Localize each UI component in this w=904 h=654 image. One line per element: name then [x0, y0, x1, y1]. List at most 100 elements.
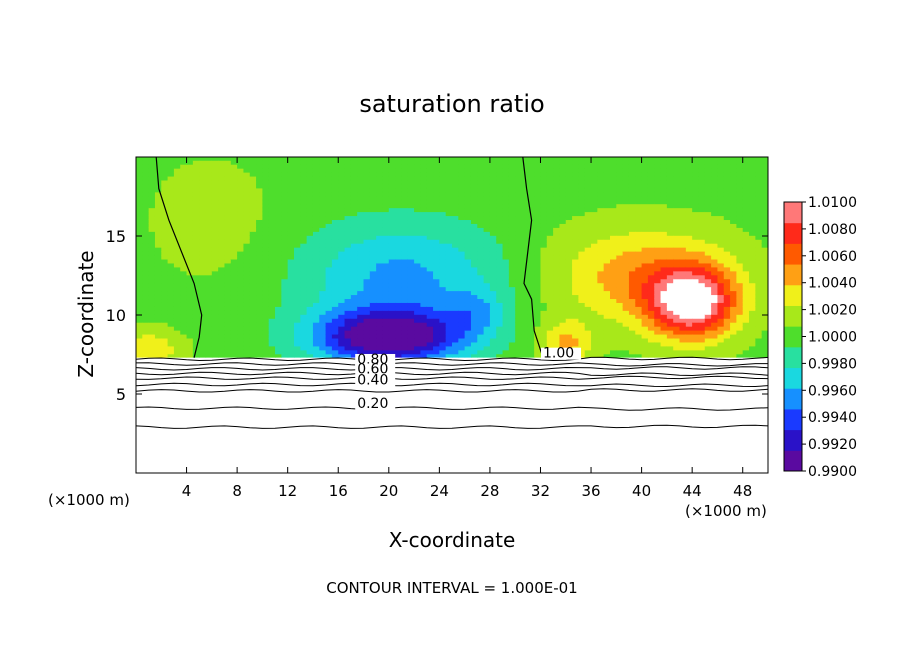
- field-cell: [660, 258, 668, 264]
- field-cell: [742, 330, 750, 335]
- field-cell: [319, 262, 327, 268]
- field-cell: [344, 310, 352, 315]
- field-cell: [199, 191, 207, 197]
- field-cell: [736, 160, 744, 165]
- field-cell: [243, 345, 251, 351]
- field-cell: [464, 353, 472, 358]
- field-cell: [723, 160, 731, 165]
- field-cell: [142, 219, 150, 224]
- field-cell: [723, 157, 731, 161]
- field-cell: [464, 262, 472, 268]
- field-cell: [426, 337, 434, 343]
- field-cell: [616, 157, 624, 161]
- field-cell: [553, 290, 561, 296]
- field-cell: [161, 211, 169, 217]
- field-cell: [186, 203, 194, 209]
- field-cell: [300, 164, 308, 169]
- field-cell: [527, 314, 535, 319]
- field-cell: [597, 290, 605, 296]
- field-cell: [243, 326, 251, 331]
- field-cell: [237, 227, 245, 232]
- field-cell: [300, 235, 308, 240]
- field-cell: [692, 337, 700, 343]
- field-cell: [325, 203, 333, 209]
- field-cell: [395, 168, 403, 173]
- field-cell: [344, 254, 352, 260]
- field-cell: [578, 330, 586, 335]
- field-cell: [142, 179, 150, 185]
- field-cell: [154, 215, 162, 221]
- field-cell: [654, 231, 662, 236]
- field-cell: [616, 330, 624, 335]
- field-cell: [312, 282, 320, 288]
- field-cell: [256, 191, 263, 197]
- field-cell: [616, 274, 624, 280]
- field-cell: [407, 322, 415, 327]
- field-cell: [483, 337, 491, 343]
- field-cell: [268, 337, 276, 343]
- field-cell: [388, 262, 396, 268]
- field-cell: [635, 207, 643, 213]
- field-cell: [483, 349, 491, 355]
- field-cell: [749, 187, 756, 193]
- field-cell: [647, 337, 655, 343]
- field-cell: [211, 254, 219, 260]
- field-cell: [167, 290, 175, 296]
- field-cell: [363, 258, 371, 264]
- field-cell: [666, 294, 674, 300]
- field-cell: [641, 262, 649, 268]
- field-cell: [534, 211, 542, 217]
- field-cell: [578, 231, 586, 236]
- field-cell: [698, 157, 706, 161]
- field-cell: [205, 191, 213, 197]
- field-cell: [565, 274, 573, 280]
- field-cell: [540, 160, 548, 165]
- field-cell: [148, 349, 156, 355]
- field-cell: [711, 239, 719, 244]
- field-cell: [300, 330, 308, 335]
- field-cell: [237, 172, 245, 177]
- field-cell: [154, 282, 162, 288]
- field-cell: [180, 302, 188, 307]
- field-cell: [294, 278, 301, 284]
- field-cell: [458, 258, 466, 264]
- field-cell: [470, 199, 478, 205]
- field-cell: [597, 310, 605, 315]
- field-cell: [148, 191, 156, 197]
- field-cell: [736, 164, 744, 169]
- field-cell: [268, 219, 276, 224]
- field-cell: [312, 278, 320, 284]
- field-cell: [243, 215, 251, 221]
- field-cell: [414, 254, 421, 260]
- field-cell: [540, 239, 548, 244]
- field-cell: [521, 211, 529, 217]
- field-cell: [281, 191, 289, 197]
- field-cell: [224, 160, 232, 165]
- field-cell: [211, 243, 219, 248]
- field-cell: [717, 239, 725, 244]
- field-cell: [603, 341, 611, 347]
- field-cell: [407, 258, 415, 264]
- field-cell: [603, 333, 611, 339]
- field-cell: [730, 337, 737, 343]
- field-cell: [357, 231, 365, 236]
- field-cell: [224, 333, 232, 339]
- field-cell: [388, 199, 396, 205]
- field-cell: [673, 318, 681, 323]
- field-cell: [262, 294, 270, 300]
- field-cell: [553, 157, 561, 161]
- field-cell: [458, 345, 466, 351]
- field-cell: [534, 179, 542, 185]
- field-cell: [344, 314, 352, 319]
- field-cell: [445, 179, 453, 185]
- field-cell: [749, 199, 756, 205]
- field-cell: [508, 282, 516, 288]
- field-cell: [173, 195, 181, 201]
- field-cell: [338, 235, 346, 240]
- field-cell: [382, 235, 390, 240]
- field-cell: [502, 314, 510, 319]
- field-cell: [730, 330, 737, 335]
- field-cell: [698, 286, 706, 292]
- field-cell: [224, 227, 232, 232]
- field-cell: [363, 333, 371, 339]
